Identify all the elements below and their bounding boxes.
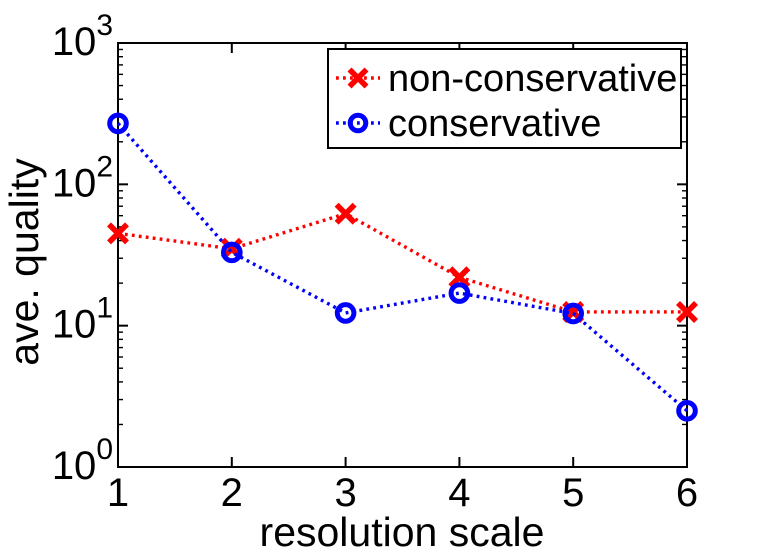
o-marker bbox=[221, 241, 243, 264]
series-line bbox=[116, 122, 689, 413]
x-tick-label: 2 bbox=[221, 471, 243, 515]
x-tick-label: 1 bbox=[107, 471, 129, 515]
o-marker bbox=[562, 302, 585, 325]
series-conservative bbox=[107, 112, 698, 422]
x-tick-label: 5 bbox=[562, 471, 584, 515]
o-marker bbox=[448, 282, 471, 304]
x-tick-label: 3 bbox=[334, 471, 356, 515]
x-axis-label: resolution scale bbox=[260, 509, 545, 554]
o-marker bbox=[107, 112, 129, 135]
y-tick-label: 101 bbox=[52, 292, 113, 347]
o-marker bbox=[676, 399, 698, 422]
x-marker bbox=[347, 67, 369, 89]
y-axis-label: ave. quality bbox=[1, 158, 47, 366]
legend-box bbox=[327, 48, 682, 149]
y-tick-label: 103 bbox=[52, 9, 113, 64]
o-marker bbox=[334, 302, 357, 324]
y-tick-label: 100 bbox=[52, 433, 113, 488]
series-non-conservative bbox=[107, 202, 698, 323]
chart-generated-layer: 1 2 3 4 5 6 100 101 102 103 non-conservativeconser… bbox=[52, 9, 698, 515]
x-marker bbox=[676, 300, 698, 323]
x-tick-label: 6 bbox=[676, 471, 698, 515]
x-marker bbox=[448, 266, 471, 289]
x-tick-label: 4 bbox=[448, 471, 470, 515]
o-marker bbox=[347, 112, 369, 134]
x-marker bbox=[107, 222, 129, 245]
legend-label: conservative bbox=[388, 103, 601, 145]
y-tick-label: 102 bbox=[52, 150, 113, 205]
legend-label: non-conservative bbox=[388, 58, 677, 100]
x-marker bbox=[334, 202, 357, 225]
